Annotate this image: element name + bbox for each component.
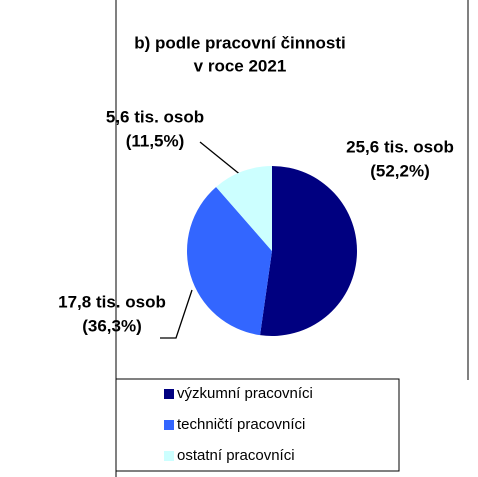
pie-slice [186,186,272,336]
legend-label: ostatní pracovníci [177,447,295,464]
chart-subtitle: v roce 2021 [194,56,287,75]
leader-line [160,289,193,339]
data-label: 17,8 tis. osob [58,292,166,311]
data-label: (52,2%) [370,161,430,180]
legend-label: výzkumní pracovníci [177,385,313,402]
data-label: 5,6 tis. osob [106,107,204,126]
legend-swatch [164,451,174,461]
legend-box [115,378,400,472]
data-label: (11,5%) [126,131,185,150]
chart-title: b) podle pracovní činnosti [134,33,346,52]
pie-slice [260,166,357,337]
data-label: (36,3%) [82,316,142,335]
legend-label: techničtí pracovníci [177,416,305,433]
legend-swatch [164,420,174,430]
data-label: 25,6 tis. osob [346,137,454,156]
pie-slice [216,166,272,251]
leader-line [199,141,243,177]
legend-swatch [164,389,174,399]
